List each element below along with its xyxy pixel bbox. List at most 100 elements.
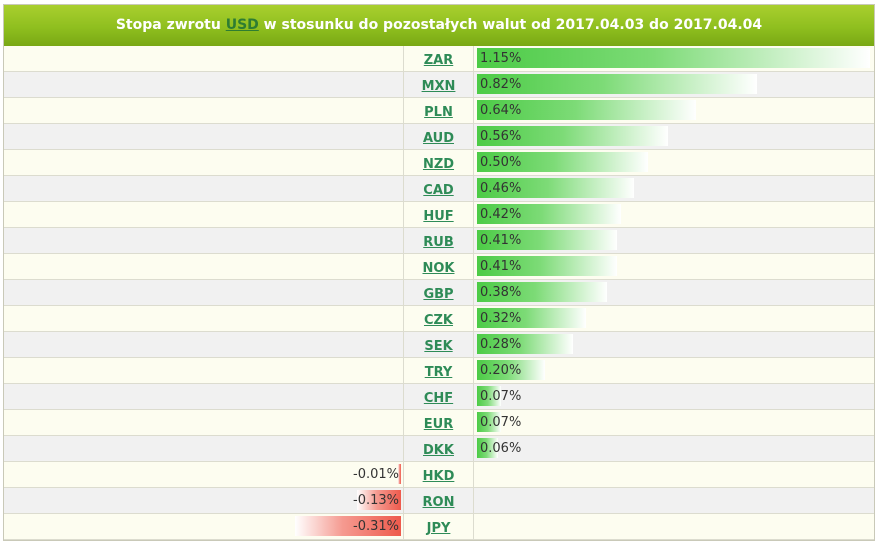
negative-bar-hkd [398, 464, 401, 484]
currency-row-ron: -0.13% RON [4, 488, 874, 514]
currency-code-cell: CHF [404, 384, 474, 409]
currency-link-ron[interactable]: RON [422, 495, 455, 510]
currency-row-zar: ZAR 1.15% [4, 46, 874, 72]
currency-code-cell: PLN [404, 98, 474, 123]
value-label-aud: 0.56% [480, 129, 522, 144]
value-label-gbp: 0.38% [480, 285, 522, 300]
negative-cell [4, 202, 404, 227]
currency-row-mxn: MXN 0.82% [4, 72, 874, 98]
positive-bar-chf [477, 386, 501, 406]
currency-link-zar[interactable]: ZAR [423, 53, 454, 68]
negative-cell [4, 124, 404, 149]
negative-cell [4, 254, 404, 279]
currency-rows: ZAR 1.15% MXN 0.82% PLN 0.64% AUD 0.56% NZD 0.50%… [4, 46, 874, 540]
value-label-mxn: 0.82% [480, 77, 522, 92]
value-label-rub: 0.41% [480, 233, 522, 248]
currency-code-cell: HUF [404, 202, 474, 227]
currency-link-sek[interactable]: SEK [424, 339, 453, 354]
currency-code-cell: RUB [404, 228, 474, 253]
chart-title: Stopa zwrotu USD w stosunku do pozostały… [4, 5, 874, 46]
value-label-hkd: -0.01% [353, 467, 399, 482]
currency-link-mxn[interactable]: MXN [421, 79, 456, 94]
value-label-ron: -0.13% [353, 493, 399, 508]
currency-link-huf[interactable]: HUF [423, 209, 454, 224]
value-label-try: 0.20% [480, 363, 522, 378]
positive-bar-try [477, 360, 545, 380]
positive-cell [474, 462, 874, 487]
positive-bar-mxn [477, 74, 757, 94]
negative-cell: -0.31% [4, 514, 404, 539]
currency-link-aud[interactable]: AUD [422, 131, 454, 146]
negative-cell [4, 228, 404, 253]
currency-link-chf[interactable]: CHF [423, 391, 454, 406]
return-rate-widget: Stopa zwrotu USD w stosunku do pozostały… [3, 4, 875, 541]
currency-row-cad: CAD 0.46% [4, 176, 874, 202]
positive-bar-sek [477, 334, 573, 354]
currency-link-czk[interactable]: CZK [423, 313, 454, 328]
negative-cell [4, 176, 404, 201]
currency-link-eur[interactable]: EUR [423, 417, 454, 432]
currency-link-nzd[interactable]: NZD [422, 157, 455, 172]
currency-code-cell: DKK [404, 436, 474, 461]
currency-link-try[interactable]: TRY [424, 365, 453, 380]
currency-code-cell: HKD [404, 462, 474, 487]
currency-link-hkd[interactable]: HKD [422, 469, 455, 484]
positive-cell: 0.20% [474, 358, 874, 383]
negative-cell [4, 46, 404, 71]
negative-bar-jpy [295, 516, 401, 536]
currency-link-rub[interactable]: RUB [423, 235, 454, 250]
positive-cell: 0.46% [474, 176, 874, 201]
currency-code-cell: SEK [404, 332, 474, 357]
currency-code-cell: ZAR [404, 46, 474, 71]
value-label-czk: 0.32% [480, 311, 522, 326]
negative-cell [4, 436, 404, 461]
positive-cell: 0.41% [474, 228, 874, 253]
positive-bar-cad [477, 178, 634, 198]
value-label-jpy: -0.31% [353, 519, 399, 534]
negative-cell [4, 98, 404, 123]
currency-row-hkd: -0.01% HKD [4, 462, 874, 488]
positive-bar-dkk [477, 438, 498, 458]
positive-cell: 0.28% [474, 332, 874, 357]
negative-cell: -0.01% [4, 462, 404, 487]
positive-bar-rub [477, 230, 617, 250]
positive-cell: 0.06% [474, 436, 874, 461]
currency-row-jpy: -0.31% JPY [4, 514, 874, 540]
positive-cell: 0.07% [474, 410, 874, 435]
negative-bar-ron [357, 490, 401, 510]
currency-link-dkk[interactable]: DKK [423, 443, 454, 458]
currency-link-gbp[interactable]: GBP [423, 287, 454, 302]
value-label-nok: 0.41% [480, 259, 522, 274]
value-label-eur: 0.07% [480, 415, 522, 430]
currency-code-cell: EUR [404, 410, 474, 435]
currency-code-cell: CAD [404, 176, 474, 201]
positive-bar-zar [477, 48, 870, 68]
positive-cell: 1.15% [474, 46, 874, 71]
currency-link-pln[interactable]: PLN [424, 105, 453, 120]
positive-cell: 0.07% [474, 384, 874, 409]
title-prefix: Stopa zwrotu [115, 17, 221, 33]
value-label-dkk: 0.06% [480, 441, 522, 456]
currency-row-nok: NOK 0.41% [4, 254, 874, 280]
negative-cell [4, 306, 404, 331]
currency-row-sek: SEK 0.28% [4, 332, 874, 358]
positive-bar-pln [477, 100, 696, 120]
currency-row-rub: RUB 0.41% [4, 228, 874, 254]
positive-cell [474, 514, 874, 539]
title-suffix: w stosunku do pozostałych walut od 2017.… [263, 17, 763, 33]
currency-row-chf: CHF 0.07% [4, 384, 874, 410]
currency-link-jpy[interactable]: JPY [426, 521, 451, 536]
currency-row-pln: PLN 0.64% [4, 98, 874, 124]
positive-bar-huf [477, 204, 621, 224]
currency-code-cell: GBP [404, 280, 474, 305]
value-label-pln: 0.64% [480, 103, 522, 118]
currency-link-nok[interactable]: NOK [422, 261, 455, 276]
currency-row-eur: EUR 0.07% [4, 410, 874, 436]
positive-cell: 0.64% [474, 98, 874, 123]
negative-cell [4, 280, 404, 305]
value-label-chf: 0.07% [480, 389, 522, 404]
base-currency-link[interactable]: USD [225, 17, 259, 33]
currency-link-cad[interactable]: CAD [423, 183, 454, 198]
positive-cell: 0.50% [474, 150, 874, 175]
currency-code-cell: MXN [404, 72, 474, 97]
